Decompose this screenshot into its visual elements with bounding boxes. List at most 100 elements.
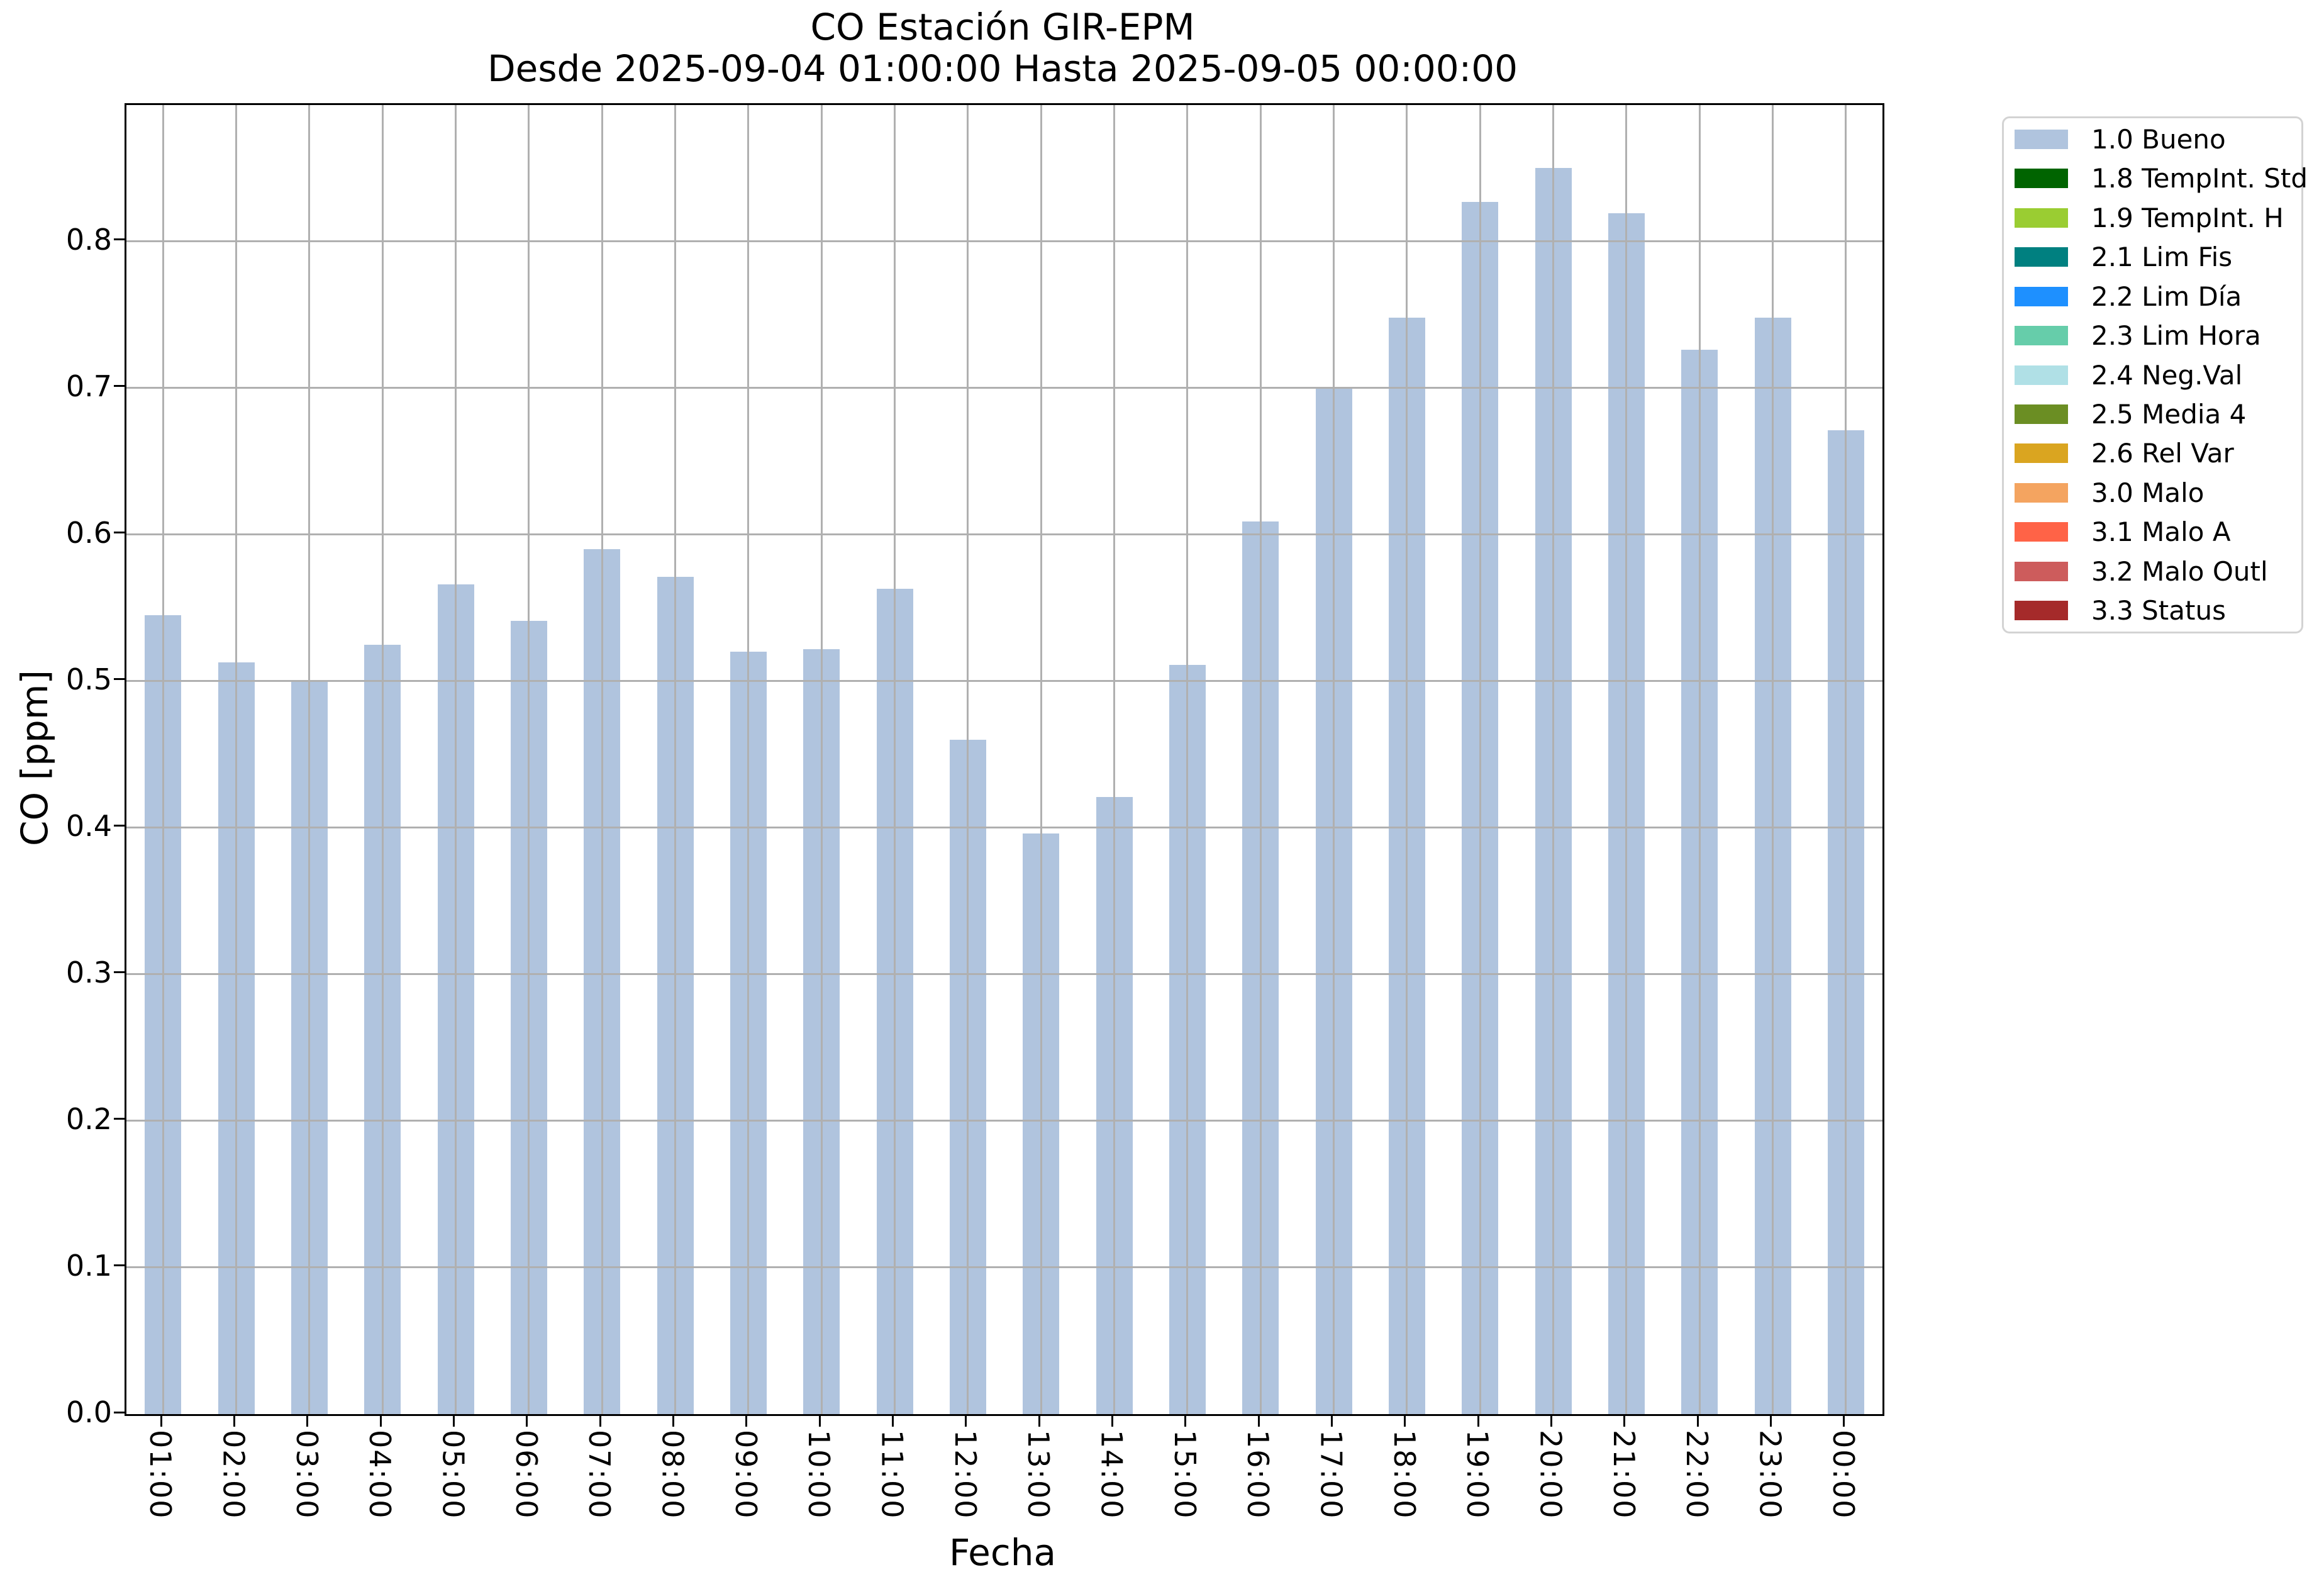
legend-label: 1.0 Bueno bbox=[2091, 123, 2226, 155]
y-gridline bbox=[126, 387, 1882, 389]
x-tick-mark bbox=[160, 1416, 162, 1427]
x-tick-label: 21:00 bbox=[1606, 1430, 1641, 1520]
x-tick-label: 15:00 bbox=[1167, 1430, 1202, 1520]
y-tick-mark bbox=[114, 238, 125, 241]
x-gridline bbox=[528, 105, 530, 1414]
x-tick-label: 06:00 bbox=[509, 1430, 543, 1520]
x-tick-label: 11:00 bbox=[875, 1430, 909, 1520]
legend-item-3.2 Malo Outl: 3.2 Malo Outl bbox=[2004, 552, 2301, 591]
x-tick-mark bbox=[672, 1416, 674, 1427]
x-gridline bbox=[1113, 105, 1115, 1414]
x-gridline bbox=[455, 105, 457, 1414]
x-tick-label: 05:00 bbox=[436, 1430, 470, 1520]
x-tick-label: 09:00 bbox=[728, 1430, 763, 1520]
y-tick-label: 0.7 bbox=[65, 369, 112, 403]
x-gridline bbox=[674, 105, 676, 1414]
legend-item-2.4 Neg.Val: 2.4 Neg.Val bbox=[2004, 355, 2301, 394]
y-tick-label: 0.0 bbox=[65, 1395, 112, 1429]
legend-item-3.1 Malo A: 3.1 Malo A bbox=[2004, 513, 2301, 552]
y-tick-label: 0.5 bbox=[65, 662, 112, 696]
y-tick-mark bbox=[114, 678, 125, 681]
x-tick-mark bbox=[1770, 1416, 1772, 1427]
x-tick-mark bbox=[1550, 1416, 1552, 1427]
x-tick-mark bbox=[1257, 1416, 1260, 1427]
y-tick-mark bbox=[114, 1264, 125, 1267]
x-tick-label: 20:00 bbox=[1533, 1430, 1568, 1520]
legend-item-1.9 TempInt. H: 1.9 TempInt. H bbox=[2004, 198, 2301, 237]
x-tick-label: 02:00 bbox=[216, 1430, 251, 1520]
y-tick-mark bbox=[114, 532, 125, 534]
x-tick-mark bbox=[453, 1416, 455, 1427]
x-tick-label: 00:00 bbox=[1826, 1430, 1860, 1520]
x-tick-mark bbox=[1184, 1416, 1187, 1427]
x-gridline bbox=[1040, 105, 1042, 1414]
legend-item-1.8 TempInt. Std: 1.8 TempInt. Std bbox=[2004, 159, 2308, 198]
x-gridline bbox=[894, 105, 896, 1414]
legend-swatch bbox=[2015, 522, 2068, 542]
y-tick-label: 0.4 bbox=[65, 808, 112, 843]
x-tick-label: 07:00 bbox=[582, 1430, 617, 1520]
chart-subtitle: Desde 2025-09-04 01:00:00 Hasta 2025-09-… bbox=[487, 47, 1518, 90]
legend-label: 2.5 Media 4 bbox=[2091, 399, 2247, 430]
legend-label: 2.6 Rel Var bbox=[2091, 438, 2234, 469]
legend-swatch bbox=[2015, 482, 2068, 503]
x-tick-label: 13:00 bbox=[1021, 1430, 1056, 1520]
x-gridline bbox=[1186, 105, 1189, 1414]
x-gridline bbox=[1772, 105, 1774, 1414]
x-tick-label: 08:00 bbox=[655, 1430, 690, 1520]
legend-swatch bbox=[2015, 286, 2068, 306]
x-gridline bbox=[1698, 105, 1701, 1414]
x-tick-label: 04:00 bbox=[363, 1430, 398, 1520]
x-tick-mark bbox=[526, 1416, 528, 1427]
x-tick-mark bbox=[892, 1416, 894, 1427]
legend-swatch bbox=[2015, 169, 2068, 189]
y-tick-label: 0.3 bbox=[65, 955, 112, 989]
x-tick-label: 22:00 bbox=[1680, 1430, 1715, 1520]
x-gridline bbox=[967, 105, 969, 1414]
y-gridline bbox=[126, 680, 1882, 683]
x-tick-mark bbox=[306, 1416, 309, 1427]
x-tick-mark bbox=[1331, 1416, 1333, 1427]
x-gridline bbox=[601, 105, 603, 1414]
y-tick-mark bbox=[114, 1411, 125, 1413]
y-tick-label: 0.1 bbox=[65, 1248, 112, 1283]
x-tick-label: 14:00 bbox=[1094, 1430, 1129, 1520]
x-tick-mark bbox=[1623, 1416, 1626, 1427]
plot-area bbox=[125, 103, 1884, 1416]
legend-item-2.2 Lim Día: 2.2 Lim Día bbox=[2004, 277, 2301, 316]
x-gridline bbox=[235, 105, 237, 1414]
legend-swatch bbox=[2015, 129, 2068, 149]
y-gridline bbox=[126, 1266, 1882, 1269]
x-tick-mark bbox=[1038, 1416, 1040, 1427]
legend-label: 2.3 Lim Hora bbox=[2091, 320, 2261, 352]
x-tick-mark bbox=[1404, 1416, 1406, 1427]
x-tick-mark bbox=[818, 1416, 821, 1427]
x-tick-mark bbox=[1111, 1416, 1113, 1427]
legend-label: 3.0 Malo bbox=[2091, 477, 2204, 508]
x-gridline bbox=[820, 105, 823, 1414]
y-gridline bbox=[126, 827, 1882, 829]
x-tick-label: 19:00 bbox=[1460, 1430, 1495, 1520]
x-tick-label: 01:00 bbox=[143, 1430, 178, 1520]
x-gridline bbox=[1479, 105, 1481, 1414]
legend-swatch bbox=[2015, 561, 2068, 581]
x-tick-mark bbox=[745, 1416, 748, 1427]
legend: 1.0 Bueno 1.8 TempInt. Std 1.9 TempInt. H 2… bbox=[2002, 116, 2308, 633]
x-gridline bbox=[308, 105, 311, 1414]
x-tick-label: 23:00 bbox=[1753, 1430, 1787, 1520]
y-gridline bbox=[126, 533, 1882, 536]
y-gridline bbox=[126, 240, 1882, 243]
y-gridline bbox=[126, 1120, 1882, 1122]
legend-swatch bbox=[2015, 404, 2068, 425]
legend-label: 1.9 TempInt. H bbox=[2091, 202, 2284, 233]
legend-swatch bbox=[2015, 326, 2068, 346]
x-gridline bbox=[1406, 105, 1408, 1414]
x-gridline bbox=[381, 105, 384, 1414]
x-tick-label: 16:00 bbox=[1241, 1430, 1276, 1520]
legend-label: 3.3 Status bbox=[2091, 595, 2226, 627]
y-tick-label: 0.8 bbox=[65, 222, 112, 257]
legend-label: 2.2 Lim Día bbox=[2091, 281, 2242, 312]
x-gridline bbox=[1625, 105, 1628, 1414]
x-tick-label: 03:00 bbox=[289, 1430, 324, 1520]
legend-label: 3.1 Malo A bbox=[2091, 516, 2231, 548]
